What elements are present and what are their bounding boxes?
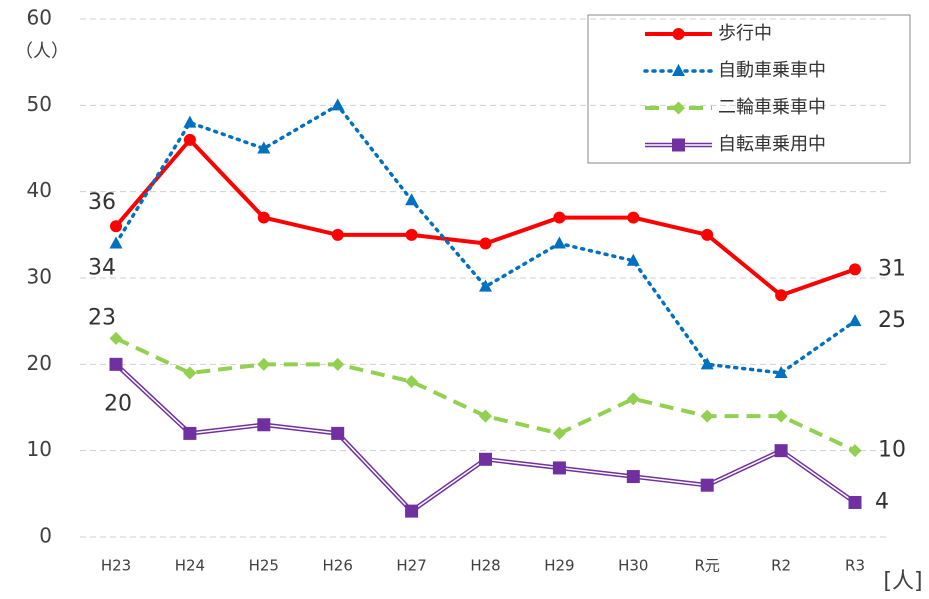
data-label: 25 [878, 308, 906, 333]
point [331, 98, 345, 111]
point [700, 409, 714, 423]
x-tick-label: H30 [618, 557, 648, 575]
point [700, 357, 714, 370]
legend-marker [672, 28, 685, 40]
point [552, 236, 566, 249]
series-line [114, 362, 857, 514]
legend-marker [672, 138, 685, 152]
legend-box [587, 14, 911, 164]
point [331, 357, 345, 371]
point [552, 426, 566, 440]
x-tick-label: H26 [323, 557, 353, 575]
point [405, 193, 419, 206]
point [848, 495, 862, 509]
x-tick-label: R元 [694, 557, 719, 575]
series-line [115, 336, 856, 453]
y-unit-label: （人） [15, 41, 69, 62]
point [109, 236, 123, 249]
legend-label: 自転車乗用中 [718, 134, 826, 155]
point [848, 314, 862, 327]
y-tick-label: 20 [27, 351, 52, 375]
point [626, 253, 640, 266]
x-tick-label: R3 [845, 557, 865, 575]
data-label: 31 [878, 256, 906, 281]
legend-label: 歩行中 [718, 23, 772, 44]
point [479, 409, 492, 423]
unit-label: [人] [883, 569, 922, 594]
y-tick-label: 0 [39, 524, 52, 548]
point [627, 211, 640, 224]
point [257, 211, 270, 224]
point [775, 289, 788, 302]
data-label: 20 [104, 391, 132, 416]
x-tick-label: H23 [101, 557, 131, 575]
y-tick-label: 60 [27, 6, 52, 30]
point [109, 357, 123, 371]
point [552, 461, 566, 475]
data-label: 36 [88, 190, 116, 215]
point [257, 141, 271, 154]
point [479, 237, 492, 250]
point [110, 220, 122, 233]
point [183, 115, 197, 128]
point [479, 452, 492, 466]
point [405, 375, 419, 389]
point [849, 263, 861, 276]
y-tick-label: 30 [27, 265, 52, 289]
point [183, 133, 196, 146]
point [774, 409, 788, 423]
x-tick-label: H27 [396, 557, 426, 575]
point [109, 331, 123, 345]
x-tick-label: H28 [470, 557, 500, 575]
point [257, 418, 271, 432]
point [700, 478, 714, 492]
point [183, 366, 197, 380]
point [331, 228, 344, 241]
legend-label: 自動車乗車中 [718, 60, 826, 81]
y-tick-label: 10 [27, 437, 52, 461]
x-tick-label: H29 [544, 557, 574, 575]
point [626, 392, 640, 406]
legend-marker [672, 101, 685, 115]
x-tick-label: H25 [249, 557, 279, 575]
point [405, 228, 418, 241]
point [405, 504, 419, 518]
y-tick-label: 50 [27, 92, 52, 116]
legend-marker [672, 64, 685, 76]
point [701, 228, 714, 241]
point [331, 426, 345, 440]
x-tick-label: H24 [175, 557, 205, 575]
legend-label: 二輪車乗車中 [718, 97, 826, 118]
data-label: 10 [878, 438, 906, 463]
point [848, 444, 862, 458]
x-tick-label: R2 [771, 557, 791, 575]
point [183, 426, 197, 440]
point [257, 357, 271, 371]
data-label: 4 [875, 489, 889, 514]
data-label: 23 [88, 305, 116, 330]
data-label: 34 [88, 255, 116, 280]
point [479, 279, 492, 292]
point [774, 365, 788, 378]
series-line-inner [115, 363, 856, 512]
point [626, 470, 640, 484]
point [774, 444, 788, 458]
point [553, 211, 566, 224]
y-tick-label: 40 [27, 178, 52, 202]
